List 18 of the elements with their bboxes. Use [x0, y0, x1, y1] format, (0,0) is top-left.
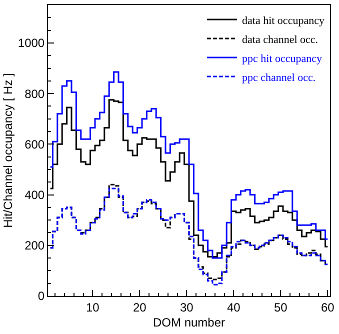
y-tick-label: 200: [24, 238, 45, 253]
legend-label: ppc hit occupancy: [242, 52, 323, 65]
legend-label: ppc channel occ.: [242, 72, 316, 84]
legend-label: data hit occupancy: [242, 14, 325, 27]
x-tick-label: 10: [86, 300, 100, 314]
y-axis-title: Hit/Channel occupancy [ Hz ]: [1, 73, 16, 228]
x-tick-label: 30: [180, 300, 194, 314]
x-tick-label: 50: [274, 300, 288, 314]
y-tick-label: 0: [38, 289, 45, 304]
legend-label: data channel occ.: [242, 34, 318, 46]
x-tick-label: 20: [132, 300, 147, 314]
y-tick-label: 600: [24, 137, 45, 152]
y-tick-label: 1000: [18, 36, 45, 50]
x-tick-label: 60: [320, 300, 335, 314]
y-tick-label: 400: [24, 188, 45, 202]
y-tick-label: 800: [24, 86, 45, 101]
x-axis-title: DOM number: [152, 315, 226, 330]
x-tick-label: 40: [226, 300, 241, 314]
